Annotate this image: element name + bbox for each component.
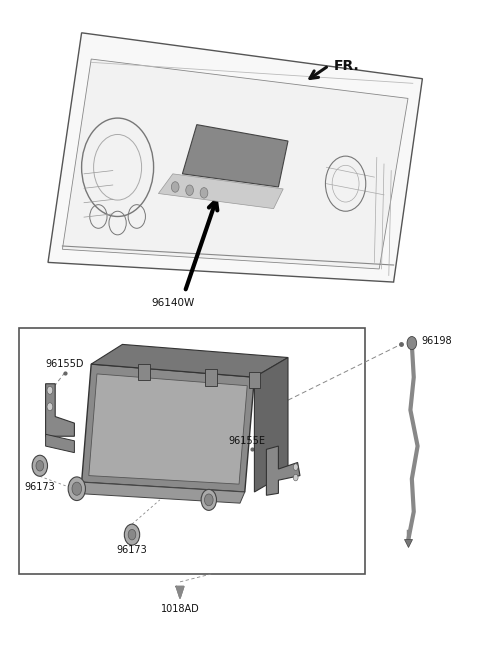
Bar: [138, 364, 150, 380]
Circle shape: [124, 524, 140, 545]
Circle shape: [204, 494, 213, 506]
Circle shape: [72, 482, 82, 495]
Circle shape: [68, 477, 85, 501]
Polygon shape: [91, 344, 288, 377]
Circle shape: [32, 455, 48, 476]
Polygon shape: [89, 374, 247, 484]
Bar: [205, 369, 217, 386]
Bar: [19, 328, 365, 574]
Circle shape: [407, 337, 417, 350]
Text: 96155D: 96155D: [46, 359, 84, 369]
Polygon shape: [62, 59, 408, 269]
Circle shape: [47, 386, 53, 394]
Polygon shape: [254, 358, 288, 492]
Polygon shape: [176, 586, 184, 598]
Text: 96140W: 96140W: [151, 298, 194, 308]
Text: 96173: 96173: [117, 545, 147, 555]
Text: 96155E: 96155E: [228, 436, 266, 446]
Circle shape: [47, 403, 53, 411]
Circle shape: [171, 182, 179, 192]
Polygon shape: [48, 33, 422, 282]
Circle shape: [186, 185, 193, 195]
Polygon shape: [46, 434, 74, 453]
Circle shape: [201, 489, 216, 510]
Bar: [249, 372, 260, 388]
Circle shape: [293, 464, 298, 470]
Text: 1018AD: 1018AD: [161, 604, 199, 613]
Polygon shape: [74, 482, 245, 503]
Polygon shape: [82, 364, 254, 492]
Polygon shape: [158, 174, 283, 209]
Text: FR.: FR.: [334, 58, 360, 73]
Circle shape: [200, 188, 208, 198]
Polygon shape: [46, 384, 74, 436]
Circle shape: [128, 529, 136, 540]
Polygon shape: [266, 446, 300, 495]
Text: 96198: 96198: [421, 336, 452, 346]
Circle shape: [293, 474, 298, 481]
Circle shape: [36, 461, 44, 471]
Text: 96173: 96173: [24, 482, 55, 492]
Polygon shape: [182, 125, 288, 187]
